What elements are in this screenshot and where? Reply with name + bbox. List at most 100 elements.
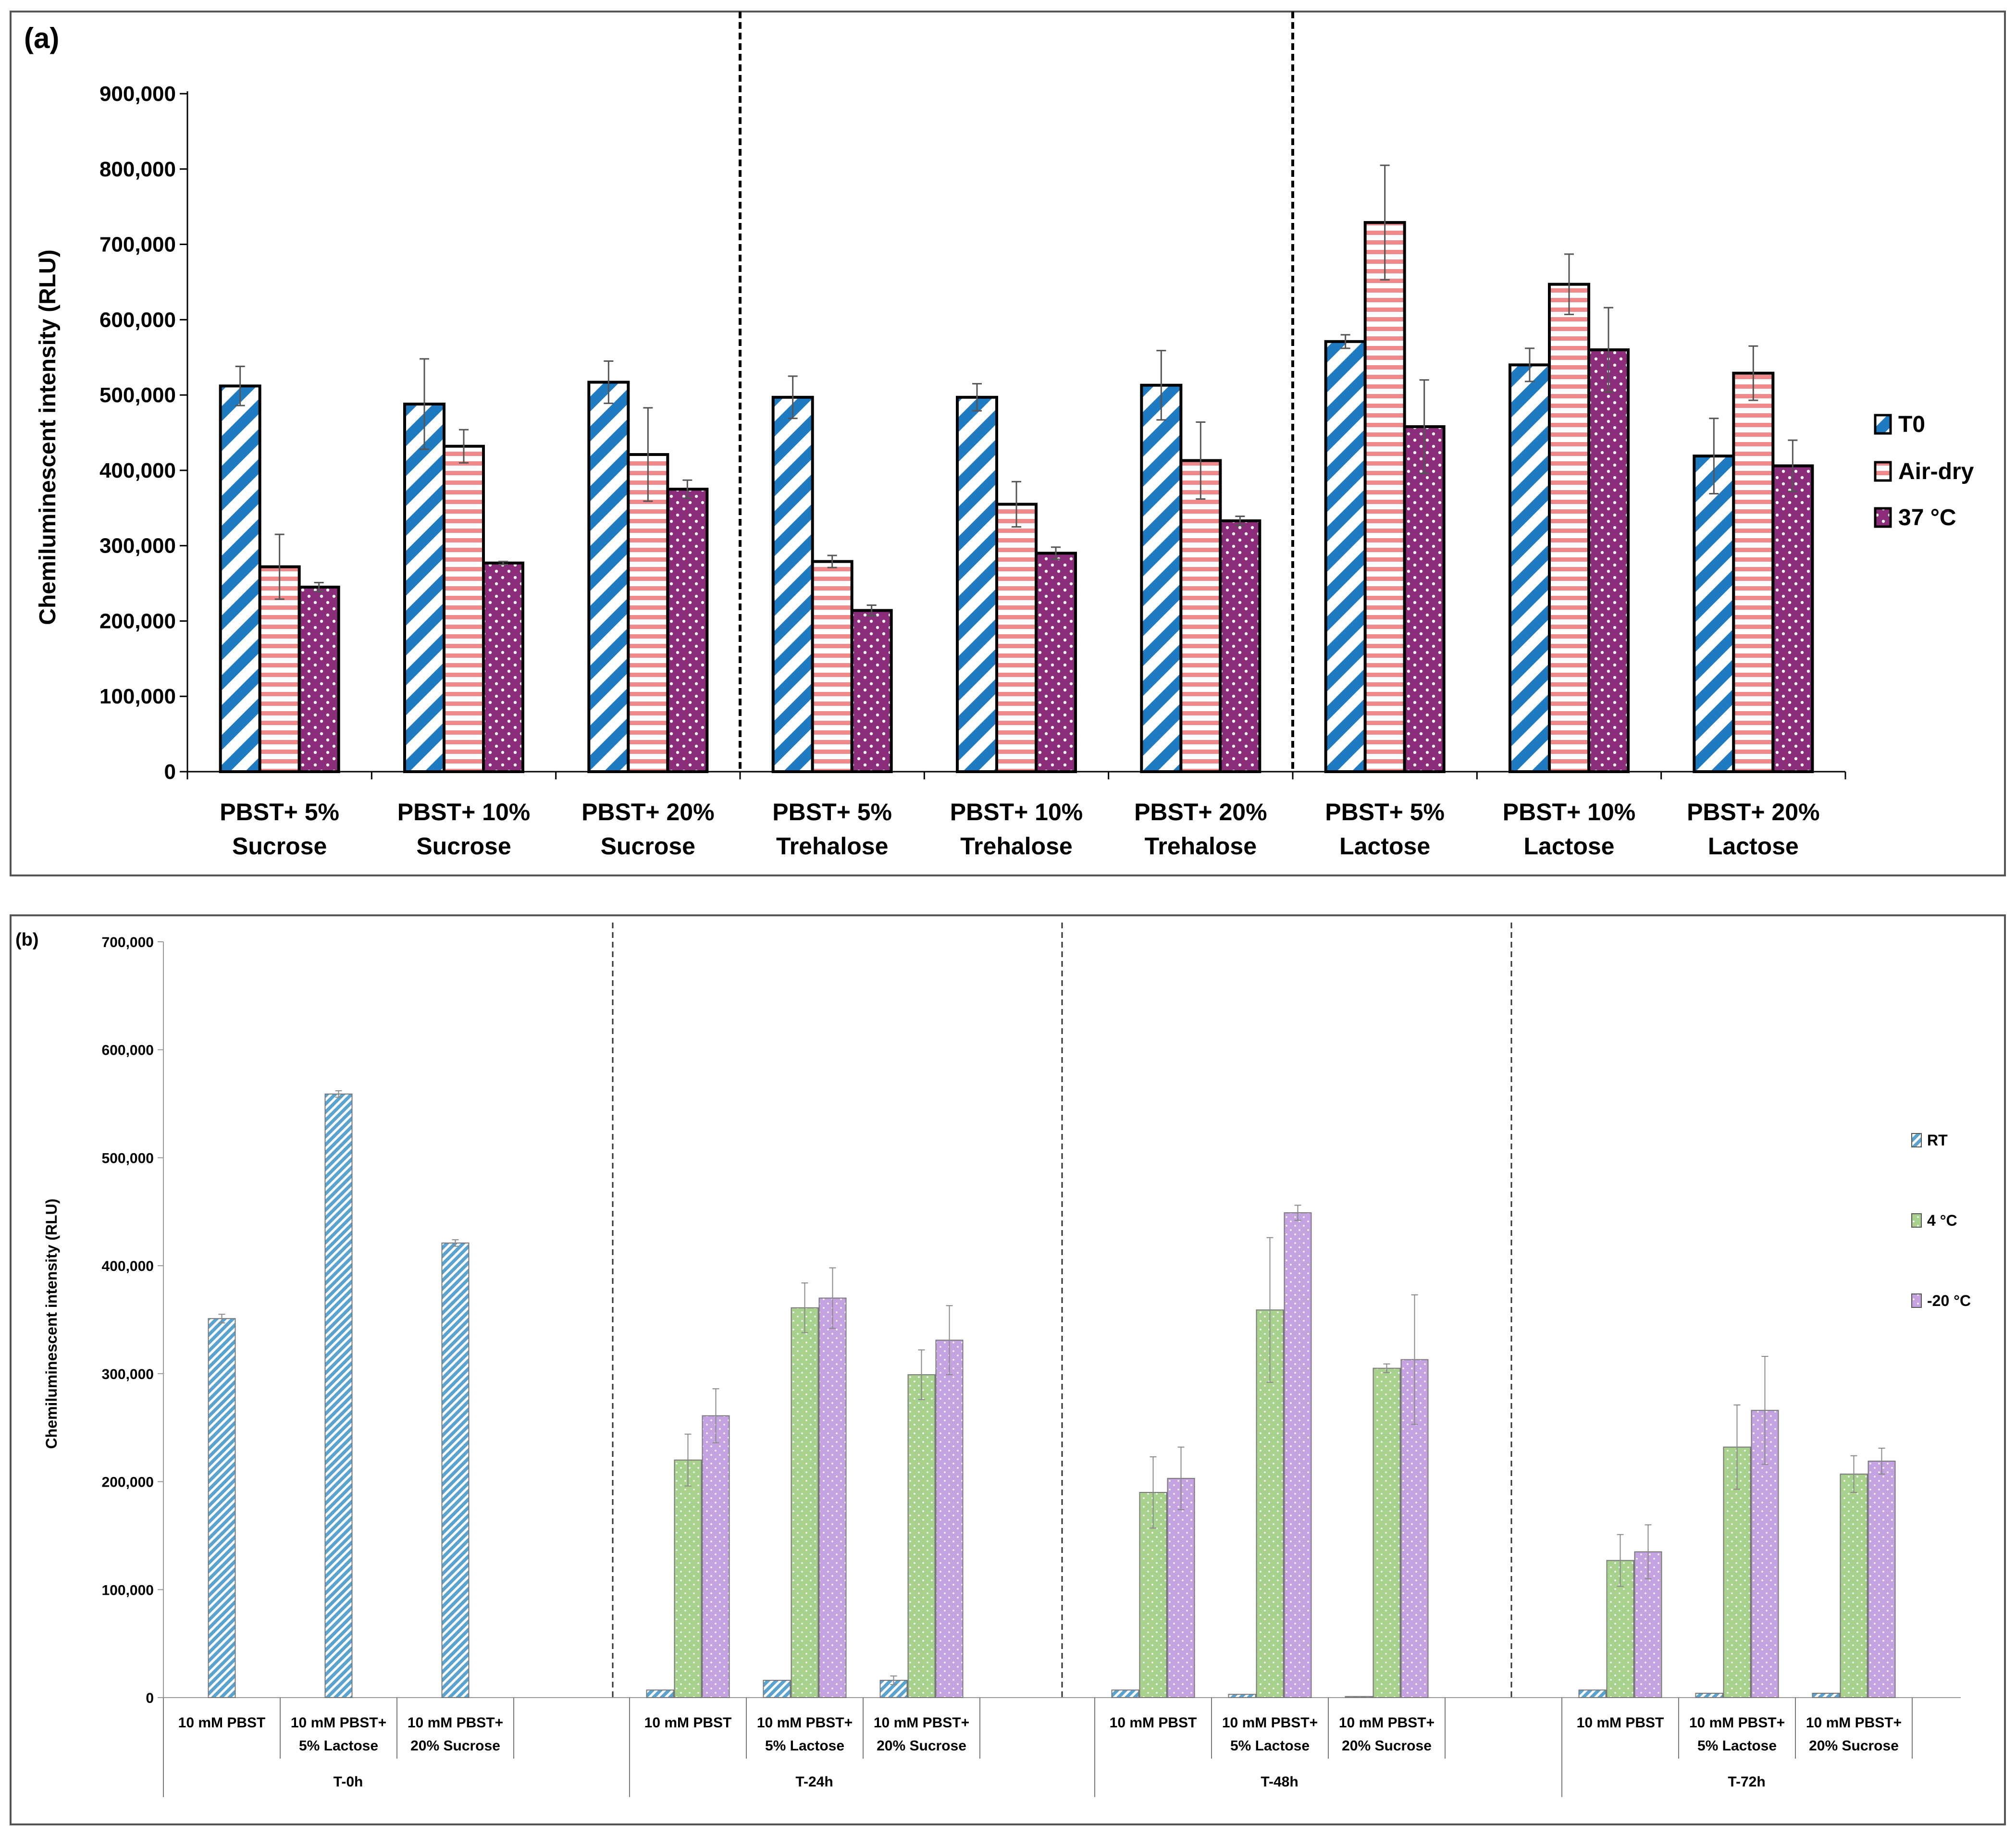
category-label: Sucrose	[416, 833, 511, 860]
panel-b-chart: 0 100,000 200,000 300,000 400,000 500,000 600,…	[102, 923, 1971, 1797]
legend-label: -20 °C	[1927, 1292, 1971, 1309]
legend-label: 37 °C	[1898, 505, 1956, 530]
y-tick-label: 400,000	[99, 459, 176, 482]
y-tick-label: 700,000	[102, 935, 154, 950]
category-label: PBST+ 20%	[1687, 799, 1820, 825]
bar	[995, 503, 1038, 773]
category-label: 10 mM PBST	[178, 1715, 266, 1731]
bar	[403, 402, 445, 773]
category-label: 20% Sucrose	[410, 1738, 500, 1754]
legend-swatch	[1911, 1133, 1922, 1147]
bar	[763, 1680, 791, 1698]
bar	[1695, 1693, 1723, 1699]
bar	[1167, 1478, 1195, 1699]
category-label: PBST+ 5%	[220, 799, 339, 825]
y-tick-label: 600,000	[99, 308, 176, 332]
panel-a-ylabel: Chemiluminescent intensity (RLU)	[35, 249, 61, 625]
bar	[1840, 1473, 1868, 1698]
bar	[1035, 552, 1077, 774]
category-label: 10 mM PBST	[1577, 1715, 1664, 1731]
y-tick-label: 800,000	[99, 158, 176, 181]
group-label: T-48h	[1261, 1774, 1298, 1790]
bar	[1732, 371, 1775, 773]
panel-a-chart: 0 100,000 200,000 300,000 400,000 500,000 600,…	[99, 12, 1974, 860]
bar	[1140, 383, 1183, 773]
category-label: 10 mM PBST+	[757, 1715, 853, 1731]
y-tick-label: 700,000	[99, 233, 176, 257]
bar	[935, 1340, 964, 1699]
bar	[1284, 1212, 1312, 1699]
category-label: 5% Lactose	[1697, 1738, 1777, 1754]
category-label: PBST+ 10%	[1503, 799, 1636, 825]
category-label: Sucrose	[601, 833, 695, 860]
bar	[1868, 1460, 1896, 1699]
bar	[1509, 363, 1551, 773]
bar	[1179, 459, 1222, 773]
category-label: PBST+ 5%	[1325, 799, 1445, 825]
bar	[297, 585, 340, 773]
y-tick-label: 300,000	[102, 1367, 154, 1382]
y-tick-label: 100,000	[102, 1582, 154, 1598]
category-label: PBST+ 10%	[397, 799, 531, 825]
category-label: PBST+ 20%	[581, 799, 715, 825]
legend-label: 4 °C	[1927, 1212, 1957, 1229]
category-label: 5% Lactose	[299, 1738, 378, 1754]
y-tick-label: 100,000	[99, 685, 176, 708]
panel-b-ylabel: Chemiluminescent intensity (RLU)	[43, 1199, 60, 1449]
bar	[1324, 340, 1367, 773]
bar	[1578, 1689, 1607, 1699]
category-label: 10 mM PBST+	[1806, 1715, 1902, 1731]
legend-label: RT	[1927, 1132, 1948, 1149]
y-tick-label: 200,000	[102, 1475, 154, 1490]
legend-label: Air-dry	[1898, 459, 1974, 484]
category-label: PBST+ 5%	[772, 799, 892, 825]
y-tick-label: 300,000	[99, 534, 176, 558]
bar	[443, 444, 485, 773]
panel-b-label: (b)	[15, 930, 39, 950]
category-label: Trehalose	[1145, 833, 1257, 860]
bar	[1693, 455, 1735, 773]
category-label: 10 mM PBST+	[874, 1715, 969, 1731]
bar	[956, 395, 998, 773]
category-label: 10 mM PBST+	[408, 1715, 503, 1731]
category-label: 5% Lactose	[1230, 1738, 1310, 1754]
category-label: 10 mM PBST+	[1339, 1715, 1435, 1731]
bar	[811, 560, 853, 773]
category-label: PBST+ 20%	[1134, 799, 1267, 825]
y-tick-label: 600,000	[102, 1043, 154, 1059]
y-tick-label: 0	[164, 760, 176, 784]
legend-swatch	[1874, 507, 1892, 528]
bar	[1228, 1694, 1256, 1698]
category-label: 20% Sucrose	[1342, 1738, 1432, 1754]
bar	[1812, 1693, 1840, 1699]
category-label: PBST+ 10%	[950, 799, 1083, 825]
bar	[1548, 283, 1590, 773]
bar	[702, 1415, 730, 1698]
legend-swatch	[1874, 461, 1892, 482]
category-label: Trehalose	[960, 833, 1072, 860]
bar	[1373, 1367, 1401, 1698]
bar	[208, 1318, 236, 1699]
bar	[1219, 519, 1262, 774]
y-tick-label: 200,000	[99, 609, 176, 633]
bar	[1403, 425, 1446, 773]
bar	[907, 1374, 936, 1698]
category-label: 10 mM PBST+	[1222, 1715, 1318, 1731]
bar	[219, 384, 261, 773]
bar	[771, 395, 814, 773]
category-label: Lactose	[1339, 833, 1430, 860]
category-label: Trehalose	[776, 833, 888, 860]
category-label: 10 mM PBST+	[291, 1715, 386, 1731]
bar	[850, 609, 893, 774]
bar	[791, 1307, 819, 1699]
bar	[1771, 464, 1814, 773]
category-label: 5% Lactose	[765, 1738, 844, 1754]
category-label: 10 mM PBST+	[1689, 1715, 1785, 1731]
category-label: Lactose	[1708, 833, 1799, 860]
panel-a-frame	[10, 11, 2006, 876]
bar	[627, 453, 669, 773]
y-tick-label: 900,000	[99, 82, 176, 106]
bar	[1111, 1689, 1139, 1699]
category-label: 10 mM PBST	[644, 1715, 732, 1731]
panel-b-frame	[10, 914, 2006, 1825]
